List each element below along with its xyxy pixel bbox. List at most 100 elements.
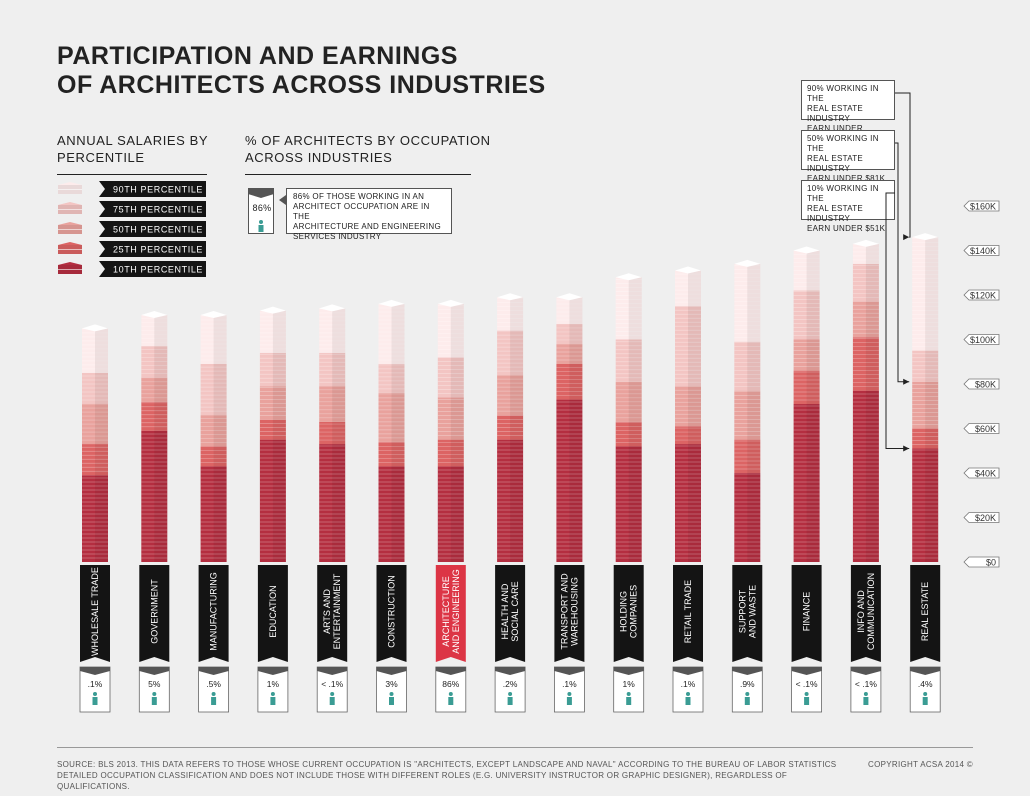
- y-tick-label: $0: [986, 558, 996, 568]
- y-tick-label: $140K: [970, 246, 996, 256]
- segment-texture: [319, 308, 346, 350]
- share-tag: 3%: [376, 666, 407, 713]
- segment-texture: [319, 353, 346, 383]
- segment-texture: [734, 265, 761, 339]
- bar-segment-2: [734, 439, 761, 473]
- segment-texture: [259, 441, 286, 559]
- column-2: [141, 311, 168, 562]
- bar-segment-5: [319, 308, 346, 353]
- segment-texture: [437, 441, 464, 463]
- legend-item-3: 50TH PERCENTILE: [58, 221, 206, 237]
- share-label: .2%: [503, 679, 518, 689]
- occupation-key-divider: [245, 174, 471, 175]
- arrowhead-icon: [903, 234, 910, 241]
- y-tick: $60K: [963, 423, 1000, 434]
- segment-texture: [141, 377, 168, 399]
- share-label: .1%: [88, 679, 103, 689]
- segment-texture: [437, 357, 464, 394]
- occupation-key-header: % OF ARCHITECTS BY OCCUPATION ACROSS IND…: [245, 132, 491, 166]
- person-icon: [863, 692, 869, 705]
- segment-texture: [497, 330, 524, 372]
- person-icon: [259, 220, 263, 224]
- bar-segment-4: [378, 363, 405, 393]
- legend-label-tag: [99, 241, 206, 257]
- bar-segment-3: [319, 386, 346, 422]
- segment-texture: [734, 342, 761, 388]
- share-tag: .9%: [731, 666, 763, 713]
- column-9: [556, 293, 583, 562]
- person-icon: [744, 692, 750, 705]
- column-8: [497, 293, 524, 562]
- occupation-note-line-3: ARCHITECTURE AND ENGINEERING: [293, 222, 441, 231]
- segment-texture: [378, 364, 405, 390]
- share-tag: < .1%: [850, 666, 882, 713]
- share-label: .1%: [562, 679, 577, 689]
- bar-segment-4: [259, 352, 286, 387]
- category-label-tag: TRANSPORT AND WAREHOUSING: [554, 565, 585, 662]
- category-label: FINANCE: [802, 592, 812, 632]
- callout-90th-line-2: REAL ESTATE INDUSTRY: [807, 104, 864, 123]
- bar-segment-4: [852, 263, 879, 302]
- segment-texture: [141, 317, 168, 343]
- bar-segment-3: [82, 404, 108, 445]
- segment-texture: [378, 393, 405, 439]
- person-icon: [804, 692, 810, 705]
- callout-10th-line-3: EARN UNDER $51K: [807, 224, 886, 233]
- y-tick-label: $40K: [975, 469, 996, 479]
- arrowhead-icon: [903, 445, 910, 452]
- segment-texture: [319, 423, 346, 441]
- occupation-header-line-1: % OF ARCHITECTS BY OCCUPATION: [245, 133, 491, 148]
- share-label: 1%: [623, 679, 636, 689]
- segment-texture: [615, 381, 642, 419]
- callout-90th-line-1: 90% WORKING IN THE: [807, 84, 879, 103]
- y-tick: $80K: [963, 378, 1000, 390]
- category-label: SOCIAL CARE: [510, 581, 520, 641]
- bar-segment-3: [437, 397, 464, 440]
- share-tag: 5%: [138, 666, 170, 713]
- bar-segment-5: [259, 310, 286, 353]
- bar-segment-4: [615, 339, 642, 382]
- category-label: HOLDING: [619, 591, 629, 632]
- segment-texture: [912, 384, 939, 425]
- person-icon: [270, 692, 276, 705]
- segment-texture: [793, 371, 820, 401]
- bar-segment-4: [734, 341, 761, 391]
- legend-label-tag: [99, 181, 206, 197]
- column-cap: [556, 293, 583, 301]
- bar-segment-2: [497, 415, 524, 440]
- segment-texture: [319, 445, 346, 559]
- legend-label: 50TH PERCENTILE: [113, 225, 203, 235]
- bar-segment-2: [141, 401, 168, 431]
- share-tag: .1%: [79, 666, 111, 713]
- callout-10th: 10% WORKING IN THE REAL ESTATE INDUSTRY …: [801, 180, 895, 233]
- y-tick: $120K: [963, 289, 1000, 301]
- bar-segment-4: [82, 372, 108, 405]
- segment-texture: [852, 243, 879, 261]
- person-icon: [211, 692, 217, 705]
- source-note: SOURCE: BLS 2013. THIS DATA REFERS TO TH…: [57, 759, 857, 792]
- bar-segment-1: [615, 446, 642, 562]
- legend-item-5: 10TH PERCENTILE: [58, 261, 206, 277]
- segment-texture: [200, 445, 227, 463]
- bar-segment-5: [852, 243, 879, 264]
- column-cap: [497, 293, 524, 301]
- category-label: AND ENGINEERING: [451, 569, 461, 654]
- bar-segment-4: [319, 352, 346, 387]
- occupation-sample-tag: 86%: [248, 188, 274, 234]
- bar-segment-5: [734, 263, 761, 342]
- occupation-sample-graphic: [248, 188, 274, 232]
- bar-segment-2: [615, 421, 642, 447]
- legend-label: 10TH PERCENTILE: [113, 265, 203, 275]
- category-label: REAL ESTATE: [920, 582, 930, 641]
- segment-texture: [141, 433, 168, 559]
- person-icon: [448, 692, 454, 705]
- bar-segment-3: [793, 339, 820, 371]
- column-cap: [793, 246, 820, 254]
- person-icon: [329, 692, 335, 705]
- y-axis: $0 $20K $40K $60K $80K $100K $120K $140K $160K: [963, 200, 1000, 568]
- bar-segment-1: [200, 466, 227, 562]
- bar-segment-1: [852, 390, 879, 562]
- segment-texture: [675, 445, 701, 559]
- segment-texture: [82, 375, 108, 401]
- category-label: ARCHITECTURE: [441, 576, 451, 647]
